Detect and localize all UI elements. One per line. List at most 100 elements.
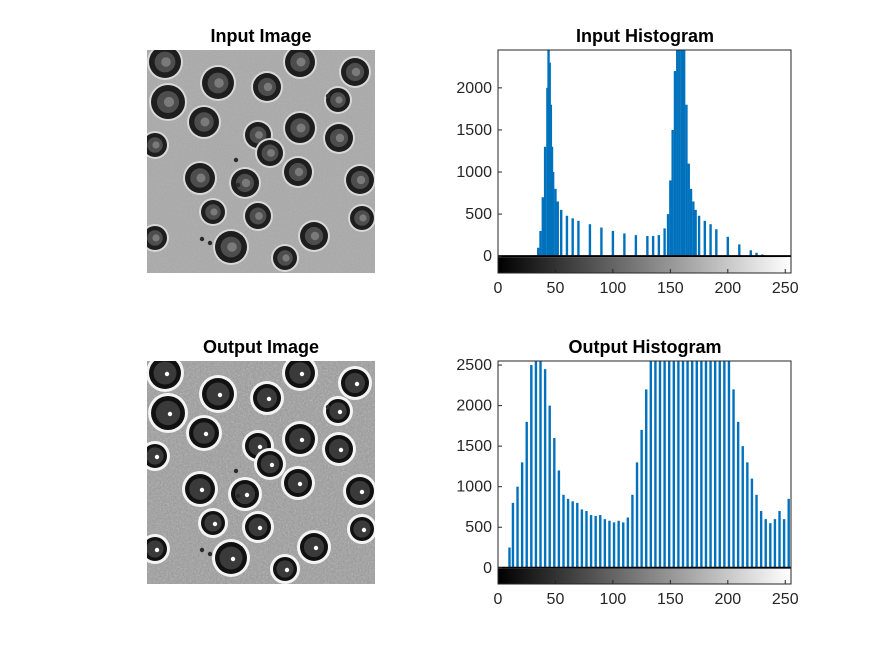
- x-tick-label: 200: [714, 591, 741, 608]
- histogram-bar: [732, 389, 735, 568]
- y-tick-label: 500: [465, 519, 492, 536]
- histogram-bar: [669, 180, 672, 257]
- histogram-bars: [534, 50, 770, 257]
- blood-cell: [324, 86, 352, 114]
- blood-cell: [200, 65, 236, 101]
- y-tick-label: 0: [483, 560, 492, 577]
- histogram-bar: [682, 50, 686, 257]
- blood-cell: [228, 477, 262, 511]
- blood-cell: [147, 441, 170, 471]
- debris-dot: [233, 468, 239, 474]
- histogram-bar: [663, 361, 666, 568]
- histogram-bar: [640, 429, 643, 568]
- histogram-bar: [565, 215, 569, 257]
- output-image-title: Output Image: [203, 337, 319, 357]
- histogram-bar: [718, 361, 721, 568]
- blood-cell: [243, 120, 273, 150]
- blood-cell: [147, 131, 169, 159]
- histogram-bar: [580, 509, 584, 568]
- histogram-bar: [663, 228, 666, 257]
- y-tick-label: 1000: [456, 164, 492, 181]
- blood-cell: [322, 432, 356, 466]
- histogram-bar: [520, 462, 524, 568]
- histogram-bar: [738, 244, 741, 257]
- blood-cell: [282, 421, 318, 457]
- histogram-bar: [585, 511, 588, 568]
- histogram-bar: [562, 494, 565, 568]
- blood-cell: [339, 56, 371, 88]
- blood-cell: [186, 415, 222, 451]
- x-tick-label: 0: [494, 280, 503, 297]
- debris-dot: [199, 236, 205, 242]
- blood-cell: [242, 511, 274, 543]
- histogram-bar: [617, 520, 620, 568]
- histogram-bar: [678, 50, 681, 257]
- histogram-bar: [727, 361, 731, 568]
- histogram-bar: [681, 361, 685, 568]
- x-tick-label: 50: [547, 280, 565, 297]
- histogram-bar: [603, 519, 607, 568]
- blood-cell: [199, 198, 227, 226]
- histogram-bar: [715, 229, 718, 257]
- blood-cell: [148, 393, 188, 433]
- grayscale-colorbar: [498, 568, 791, 584]
- blood-cell: [198, 508, 228, 538]
- histogram-bar: [746, 462, 749, 568]
- histogram-bar: [634, 235, 638, 257]
- histogram-bar: [778, 511, 781, 568]
- blood-cell: [323, 396, 353, 426]
- histogram-bar: [566, 498, 570, 568]
- blood-cell: [149, 83, 187, 121]
- histogram-bar: [543, 146, 547, 257]
- histogram-bar: [611, 230, 615, 257]
- output-histogram-title: Output Histogram: [569, 337, 722, 357]
- blood-cell: [183, 161, 217, 195]
- histogram-bar: [608, 520, 611, 568]
- histogram-bar: [511, 502, 515, 568]
- blood-cell: [281, 466, 315, 500]
- input-histogram-title: Input Histogram: [576, 26, 714, 46]
- y-tick-label: 500: [465, 206, 492, 223]
- histogram-bar: [631, 494, 634, 568]
- y-tick-label: 2000: [456, 398, 492, 415]
- histogram-bar: [680, 50, 684, 257]
- histogram-bar: [700, 361, 703, 568]
- debris-dot: [325, 404, 331, 410]
- histogram-bar: [646, 235, 649, 257]
- blood-cell: [283, 111, 317, 145]
- histogram-bar: [553, 438, 556, 568]
- histogram-bar: [672, 361, 675, 568]
- histogram-bar: [692, 201, 695, 257]
- blood-cell: [229, 167, 261, 199]
- histogram-bar: [556, 201, 559, 257]
- histogram-bar: [651, 235, 655, 257]
- histogram-bar: [635, 462, 639, 568]
- histogram-bars: [508, 361, 790, 568]
- histogram-bar: [623, 233, 626, 257]
- histogram-bar: [548, 405, 551, 568]
- histogram-bar: [687, 163, 690, 257]
- x-tick-label: 250: [772, 280, 799, 297]
- histogram-bar: [755, 494, 758, 568]
- histogram-bar: [709, 361, 712, 568]
- blood-cell: [199, 375, 237, 413]
- blood-cell: [213, 229, 249, 265]
- y-tick-label: 0: [483, 248, 492, 265]
- blood-cell: [187, 105, 221, 139]
- histogram-bar: [695, 361, 698, 568]
- histogram-bar: [551, 172, 555, 257]
- x-tick-label: 50: [547, 591, 565, 608]
- blood-cell: [147, 224, 169, 252]
- axes-box: [497, 360, 792, 585]
- histogram-bar: [622, 522, 625, 568]
- output-histogram: 0 500 1000 1500 2000 2500 0 50 100 150 200 250: [456, 357, 798, 608]
- histogram-bar: [673, 71, 677, 257]
- histogram-bar: [589, 515, 593, 568]
- histogram-bar: [713, 361, 717, 568]
- y-tick-label: 2000: [456, 80, 492, 97]
- histogram-bar: [749, 250, 752, 257]
- histogram-bar: [539, 361, 542, 568]
- blood-cell: [254, 448, 286, 480]
- histogram-bar: [588, 224, 592, 257]
